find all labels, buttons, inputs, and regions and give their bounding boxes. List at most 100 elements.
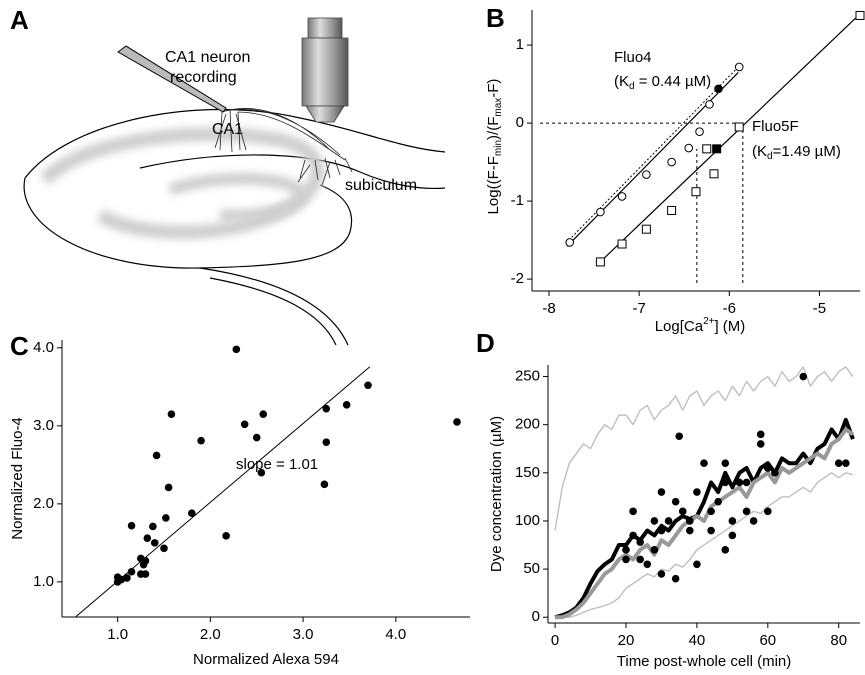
data-point (240, 420, 249, 429)
data-point (259, 410, 268, 418)
panel-label: C (10, 331, 29, 361)
data-point (686, 526, 694, 535)
data-point (834, 459, 843, 467)
data-point (657, 488, 666, 496)
x-axis-label: Log[Ca2+] (M) (655, 316, 746, 335)
data-point (617, 192, 627, 201)
data-point (667, 205, 677, 215)
ca1-neurons (214, 108, 346, 161)
data-point (127, 521, 136, 530)
panel-label: D (476, 328, 495, 358)
hippocampus-diagram (23, 109, 446, 346)
data-point (842, 459, 850, 467)
data-point (167, 410, 176, 418)
data-point (855, 10, 865, 20)
annotation: (Kd = 0.44 µM) (614, 73, 711, 92)
data-point (150, 539, 159, 547)
script-text: max (493, 98, 504, 117)
data-point (693, 560, 701, 569)
y-axis-label: Normalized Fluo-4 (9, 417, 26, 540)
data-point (622, 555, 630, 564)
text-part: (K (614, 73, 629, 90)
x-tick-label: 20 (618, 632, 635, 649)
data-point (693, 488, 701, 496)
data-point (197, 436, 205, 445)
data-point (721, 459, 730, 467)
fit-label: slope = 1.01 (236, 456, 318, 473)
data-line (555, 472, 854, 618)
x-axis-label: Normalized Alexa 594 (193, 651, 339, 668)
data-point (617, 239, 627, 249)
y-tick-label: -1 (511, 192, 524, 209)
diagram-label: recording (170, 69, 237, 86)
data-point (636, 538, 644, 546)
data-point (322, 404, 331, 413)
data-line (555, 427, 855, 620)
data-point (742, 507, 751, 516)
data-point (149, 522, 157, 531)
objective-top (307, 17, 343, 39)
data-point (143, 534, 152, 542)
x-tick-label: -7 (632, 300, 645, 317)
objective-body (301, 37, 349, 107)
data-point (596, 207, 605, 217)
x-tick-label: -6 (723, 300, 736, 317)
subiculum-neurons (297, 157, 353, 186)
outline (24, 109, 446, 179)
data-point (160, 544, 168, 553)
data-point (643, 560, 652, 569)
data-point (342, 400, 351, 409)
script-text: d (629, 81, 635, 92)
data-point (636, 555, 644, 564)
y-axis-label: Dye concentration (µM) (488, 416, 505, 572)
objective (301, 17, 349, 123)
reference-line (566, 71, 739, 247)
panel-label: A (10, 5, 29, 35)
data-point (691, 187, 701, 197)
data-point (749, 517, 758, 525)
y-tick-label: 0 (516, 114, 524, 131)
data-point (565, 238, 575, 247)
data-point (127, 567, 136, 576)
data-point (141, 557, 150, 565)
data-point (756, 440, 765, 448)
outline (139, 154, 446, 189)
objective-tip (305, 105, 345, 123)
text-part: Fluo4 (614, 49, 652, 66)
reference-line (568, 66, 739, 241)
diagram-label: subiculum (345, 177, 417, 194)
data-point (667, 157, 676, 167)
x-tick-label: 0 (551, 632, 559, 649)
script-text: 2+ (703, 316, 715, 327)
y-tick-label: 250 (515, 368, 540, 385)
y-tick-label: -2 (511, 270, 524, 287)
x-tick-label: 60 (759, 632, 776, 649)
data-line (554, 417, 855, 620)
data-point (675, 432, 683, 441)
data-point (657, 526, 666, 535)
x-tick-label: 80 (830, 632, 847, 649)
script-text: min (493, 140, 504, 156)
y-tick-label: 3.0 (33, 417, 54, 434)
x-tick-label: 2.0 (200, 626, 221, 643)
dentate-layer (167, 172, 308, 222)
data-point (320, 480, 329, 489)
data-point (123, 574, 131, 582)
data-point (641, 224, 651, 234)
data-point (453, 418, 461, 426)
data-point (707, 526, 715, 535)
outline (209, 277, 337, 346)
text-part: Log[Ca (655, 318, 704, 335)
annotation: Fluo5F (752, 118, 799, 135)
pipette (117, 45, 227, 113)
annotation: (Kd=1.49 µM) (752, 143, 841, 162)
y-tick-label: 200 (515, 416, 540, 433)
y-tick-label: 2.0 (33, 495, 54, 512)
script-text: d (767, 151, 773, 162)
data-point (764, 507, 772, 516)
data-point (700, 459, 708, 467)
data-point (714, 497, 722, 506)
y-tick-label: 150 (515, 464, 540, 481)
data-point (771, 469, 779, 477)
